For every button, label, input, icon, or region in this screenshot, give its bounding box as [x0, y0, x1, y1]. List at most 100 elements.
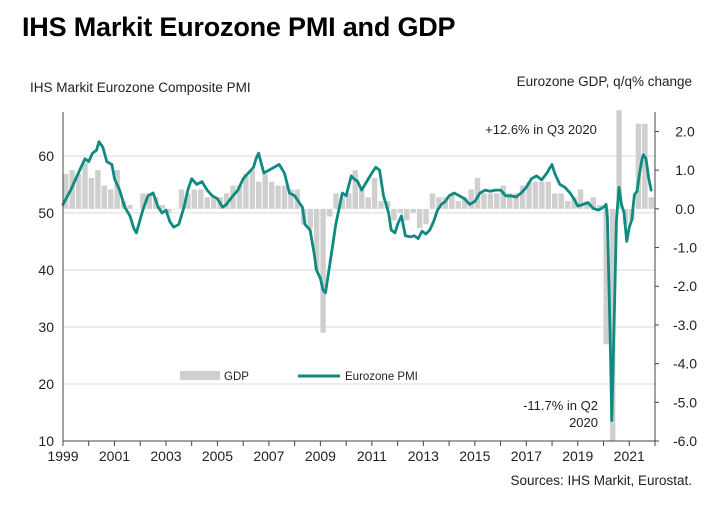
- x-tick-label: 2003: [150, 448, 181, 464]
- gdp-bar: [178, 189, 185, 209]
- gdp-bar: [404, 208, 410, 221]
- right-tick-label: -6.0: [673, 433, 697, 449]
- left-tick-label: 20: [38, 376, 54, 392]
- x-tick-label: 2021: [614, 448, 645, 464]
- gdp-bar: [243, 174, 249, 209]
- gdp-bar: [82, 162, 88, 209]
- right-tick-label: 2.0: [675, 123, 695, 139]
- gdp-bar: [609, 208, 616, 441]
- gdp-bar: [114, 170, 120, 209]
- gdp-bar: [584, 201, 590, 209]
- annotation-q2-2020-line1: -11.7% in Q2: [523, 398, 598, 413]
- gdp-bar: [333, 193, 339, 209]
- gdp-bar: [397, 208, 404, 213]
- left-axis-title: IHS Markit Eurozone Composite PMI: [30, 80, 251, 95]
- gdp-bar: [455, 201, 461, 209]
- gdp-bar: [429, 193, 436, 209]
- left-tick-label: 60: [38, 148, 54, 164]
- gdp-bar: [191, 189, 198, 209]
- right-tick-label: -2.0: [673, 278, 697, 294]
- gdp-bar: [326, 208, 333, 217]
- gdp-bar: [571, 197, 577, 209]
- gdp-bar: [249, 170, 256, 209]
- gdp-bar: [108, 189, 114, 209]
- gdp-bar: [616, 110, 622, 209]
- source-note: Sources: IHS Markit, Eurostat.: [510, 473, 692, 488]
- gdp-bar: [507, 193, 513, 209]
- gdp-bar: [185, 193, 191, 209]
- gdp-bar: [159, 204, 165, 209]
- x-tick-label: 2017: [511, 448, 542, 464]
- gdp-bar: [281, 185, 288, 209]
- gdp-bar: [481, 193, 487, 209]
- gdp-bar: [101, 185, 108, 209]
- gdp-bar: [165, 208, 172, 213]
- x-tick-label: 2007: [253, 448, 284, 464]
- gdp-bar: [359, 189, 365, 209]
- gdp-bar: [146, 193, 153, 209]
- left-tick-label: 30: [38, 319, 54, 335]
- gdp-bar: [371, 177, 378, 209]
- labels: IHS Markit Eurozone Composite PMI Eurozon…: [30, 74, 692, 488]
- gdp-bar: [307, 208, 313, 229]
- gdp-bar: [365, 197, 371, 209]
- gdp-bar: [211, 197, 217, 209]
- gdp-bar: [339, 197, 346, 209]
- x-tick-label: 2001: [99, 448, 130, 464]
- right-tick-label: -4.0: [673, 356, 697, 372]
- gdp-bar: [236, 185, 243, 209]
- x-tick-label: 2011: [357, 448, 387, 464]
- gdp-bar: [552, 193, 558, 209]
- right-tick-label: -3.0: [673, 317, 697, 333]
- gdp-bar: [500, 185, 506, 209]
- left-tick-label: 50: [38, 205, 54, 221]
- gdp-bar: [635, 123, 642, 209]
- gdp-bar: [204, 197, 210, 209]
- gdp-bar: [88, 177, 95, 209]
- gdp-bar: [410, 208, 416, 213]
- gdp-bar: [487, 193, 494, 209]
- gdp-bar: [378, 201, 384, 209]
- pmi-line: [61, 140, 653, 422]
- gdp-bar: [468, 189, 474, 209]
- gdp-bar: [449, 193, 455, 209]
- gdp-bar: [519, 185, 526, 209]
- right-tick-label: -1.0: [673, 240, 697, 256]
- gdp-bar: [275, 185, 281, 209]
- gdp-bar: [256, 181, 262, 209]
- gdp-bar: [63, 174, 69, 209]
- right-tick-label: 1.0: [675, 162, 695, 178]
- x-tick-label: 2015: [459, 448, 490, 464]
- gdp-bar: [320, 208, 326, 333]
- gdp-bar: [474, 177, 481, 209]
- legend-gdp-label: GDP: [224, 371, 249, 383]
- axes: 10 20 30 40 50 60 -6.0 -5.0 -4.0 -3.0 -2.0 -1.0 0.0 1…: [38, 112, 697, 464]
- x-tick-label: 2005: [202, 448, 233, 464]
- gdp-bar: [642, 123, 648, 209]
- right-tick-label: 0.0: [675, 201, 695, 217]
- gdp-bar: [461, 197, 468, 209]
- gdp-bar: [558, 193, 564, 209]
- gdp-bar: [172, 208, 178, 210]
- gdp-bar: [597, 204, 603, 209]
- gdp-bar: [539, 181, 545, 209]
- gdp-bar: [416, 208, 423, 229]
- gdp-bar: [436, 197, 442, 209]
- gdp-bar: [494, 193, 500, 209]
- gdp-bar: [262, 174, 268, 209]
- left-tick-label: 10: [38, 433, 54, 449]
- gdp-bar: [648, 197, 654, 209]
- gdp-bar: [140, 193, 146, 209]
- gdp-bar: [268, 181, 275, 209]
- gdp-bar: [127, 204, 133, 209]
- gdp-bars: [63, 110, 654, 441]
- page-title: IHS Markit Eurozone PMI and GDP: [22, 12, 456, 42]
- left-tick-label: 40: [38, 262, 54, 278]
- gdp-bar: [223, 193, 230, 209]
- legend-pmi-label: Eurozone PMI: [345, 371, 418, 383]
- gdp-bar: [564, 201, 571, 209]
- gdp-bar: [423, 208, 429, 225]
- gdp-bar: [391, 208, 397, 221]
- gdp-bar: [590, 197, 597, 209]
